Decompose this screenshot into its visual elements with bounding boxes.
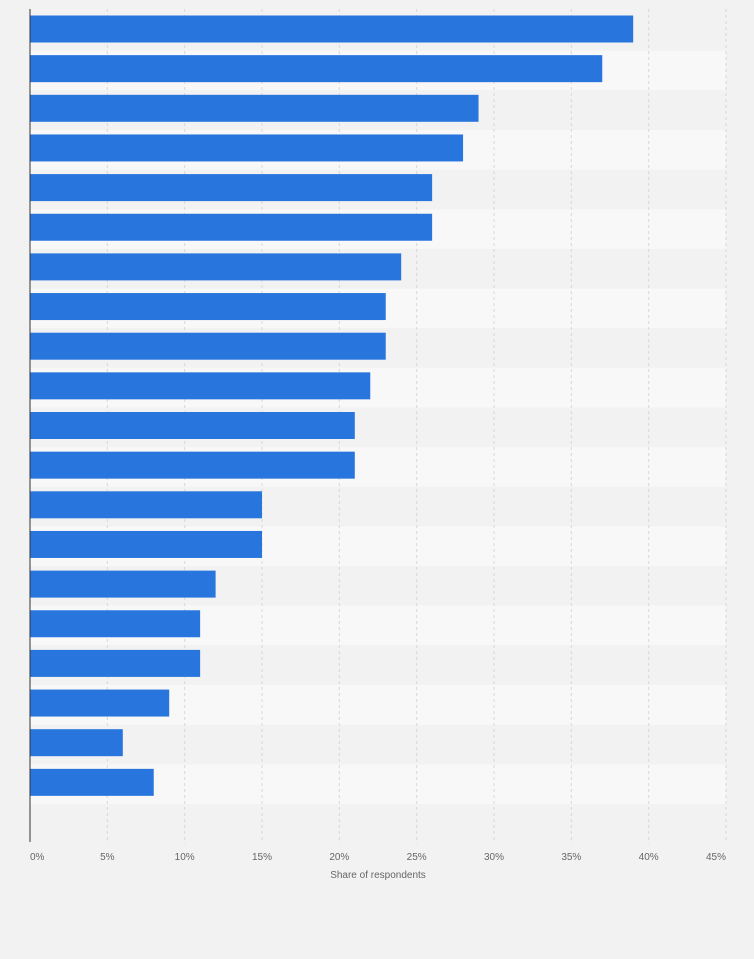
x-tick-label: 10% bbox=[175, 852, 195, 863]
bar[interactable] bbox=[30, 134, 464, 162]
x-tick-label: 25% bbox=[407, 852, 427, 863]
x-tick-label: 20% bbox=[329, 852, 349, 863]
bar[interactable] bbox=[30, 372, 371, 400]
x-tick-label: 35% bbox=[561, 852, 581, 863]
bar[interactable] bbox=[30, 174, 433, 202]
bar[interactable] bbox=[30, 293, 386, 321]
bar[interactable] bbox=[30, 768, 154, 796]
row-band bbox=[30, 804, 726, 844]
bar[interactable] bbox=[30, 729, 123, 757]
row-band bbox=[30, 724, 726, 765]
bar[interactable] bbox=[30, 649, 201, 677]
x-tick-label: 5% bbox=[100, 852, 115, 863]
bar[interactable] bbox=[30, 570, 216, 598]
x-axis-title: Share of respondents bbox=[330, 870, 426, 881]
x-tick-label: 45% bbox=[706, 852, 726, 863]
bar[interactable] bbox=[30, 451, 355, 479]
bar[interactable] bbox=[30, 412, 355, 439]
bar[interactable] bbox=[30, 689, 170, 717]
bar[interactable] bbox=[30, 213, 433, 241]
bar[interactable] bbox=[30, 332, 386, 360]
x-tick-label: 30% bbox=[484, 852, 504, 863]
bar[interactable] bbox=[30, 15, 634, 43]
bar[interactable] bbox=[30, 491, 262, 519]
bar[interactable] bbox=[30, 253, 402, 281]
bar[interactable] bbox=[30, 94, 479, 122]
bar[interactable] bbox=[30, 530, 262, 558]
x-tick-label: 40% bbox=[639, 852, 659, 863]
bar[interactable] bbox=[30, 610, 201, 638]
x-tick-label: 0% bbox=[30, 852, 45, 863]
x-tick-label: 15% bbox=[252, 852, 272, 863]
bar[interactable] bbox=[30, 55, 603, 83]
